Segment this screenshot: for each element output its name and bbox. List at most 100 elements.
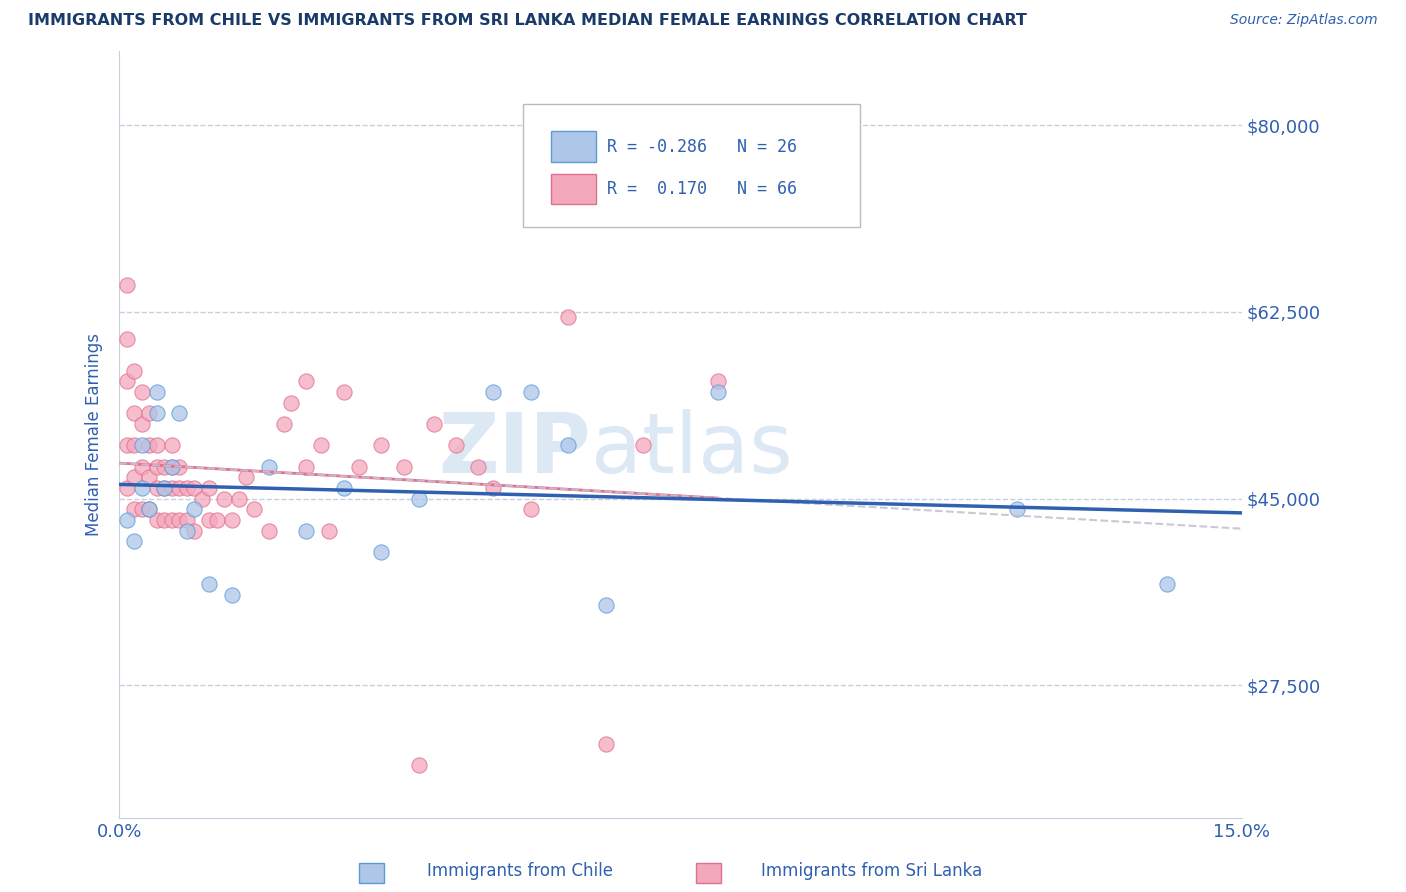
- Point: [318, 524, 340, 538]
- Point: [115, 513, 138, 527]
- Point: [467, 459, 489, 474]
- Point: [115, 332, 138, 346]
- Point: [557, 310, 579, 325]
- Point: [131, 438, 153, 452]
- Point: [183, 524, 205, 538]
- Point: [160, 481, 183, 495]
- Point: [183, 502, 205, 516]
- Point: [160, 438, 183, 452]
- Point: [595, 737, 617, 751]
- Point: [122, 470, 145, 484]
- Point: [295, 459, 318, 474]
- FancyBboxPatch shape: [523, 104, 860, 227]
- Point: [183, 481, 205, 495]
- Point: [160, 513, 183, 527]
- Point: [160, 459, 183, 474]
- Point: [235, 470, 257, 484]
- Point: [520, 384, 543, 399]
- Point: [273, 417, 295, 431]
- Point: [131, 417, 153, 431]
- Point: [145, 459, 167, 474]
- Point: [257, 459, 280, 474]
- Point: [131, 481, 153, 495]
- Point: [198, 481, 221, 495]
- Point: [131, 502, 153, 516]
- Point: [257, 524, 280, 538]
- Point: [176, 481, 198, 495]
- Point: [176, 513, 198, 527]
- Text: ZIP: ZIP: [439, 409, 591, 491]
- Point: [122, 438, 145, 452]
- Point: [707, 374, 730, 388]
- Point: [595, 598, 617, 612]
- Point: [153, 481, 176, 495]
- Point: [1005, 502, 1028, 516]
- Y-axis label: Median Female Earnings: Median Female Earnings: [86, 333, 103, 536]
- Point: [422, 417, 444, 431]
- Text: atlas: atlas: [591, 409, 793, 491]
- Point: [370, 545, 392, 559]
- Text: R = -0.286   N = 26: R = -0.286 N = 26: [607, 137, 797, 155]
- Point: [115, 438, 138, 452]
- Point: [295, 524, 318, 538]
- Point: [122, 534, 145, 549]
- Point: [347, 459, 370, 474]
- Point: [370, 438, 392, 452]
- Point: [198, 513, 221, 527]
- Point: [482, 384, 505, 399]
- Point: [167, 459, 190, 474]
- Point: [145, 438, 167, 452]
- Point: [190, 491, 212, 506]
- Point: [520, 502, 543, 516]
- Point: [167, 406, 190, 420]
- Bar: [551, 174, 596, 204]
- Point: [138, 502, 160, 516]
- Point: [707, 384, 730, 399]
- Point: [444, 438, 467, 452]
- Point: [145, 513, 167, 527]
- Point: [295, 374, 318, 388]
- Point: [631, 438, 654, 452]
- Point: [176, 524, 198, 538]
- Point: [557, 438, 579, 452]
- Point: [138, 470, 160, 484]
- Point: [205, 513, 228, 527]
- Point: [138, 406, 160, 420]
- Point: [198, 577, 221, 591]
- Point: [482, 481, 505, 495]
- Point: [138, 502, 160, 516]
- Point: [221, 588, 243, 602]
- Point: [145, 481, 167, 495]
- Point: [115, 278, 138, 293]
- Point: [122, 363, 145, 377]
- Point: [243, 502, 266, 516]
- Point: [228, 491, 250, 506]
- Point: [311, 438, 333, 452]
- Point: [1156, 577, 1178, 591]
- Point: [153, 481, 176, 495]
- Point: [167, 513, 190, 527]
- Point: [280, 395, 302, 409]
- Point: [145, 406, 167, 420]
- Point: [221, 513, 243, 527]
- Bar: [551, 131, 596, 162]
- Point: [408, 758, 430, 772]
- Point: [332, 481, 354, 495]
- Point: [122, 406, 145, 420]
- Point: [131, 384, 153, 399]
- Point: [138, 438, 160, 452]
- Point: [392, 459, 415, 474]
- Point: [122, 502, 145, 516]
- Point: [160, 459, 183, 474]
- Text: Immigrants from Sri Lanka: Immigrants from Sri Lanka: [761, 863, 983, 880]
- Text: IMMIGRANTS FROM CHILE VS IMMIGRANTS FROM SRI LANKA MEDIAN FEMALE EARNINGS CORREL: IMMIGRANTS FROM CHILE VS IMMIGRANTS FROM…: [28, 13, 1026, 29]
- Text: R =  0.170   N = 66: R = 0.170 N = 66: [607, 180, 797, 198]
- Text: Source: ZipAtlas.com: Source: ZipAtlas.com: [1230, 13, 1378, 28]
- Text: Immigrants from Chile: Immigrants from Chile: [427, 863, 613, 880]
- Point: [153, 513, 176, 527]
- Point: [115, 374, 138, 388]
- Point: [212, 491, 235, 506]
- Point: [115, 481, 138, 495]
- Point: [145, 384, 167, 399]
- Point: [332, 384, 354, 399]
